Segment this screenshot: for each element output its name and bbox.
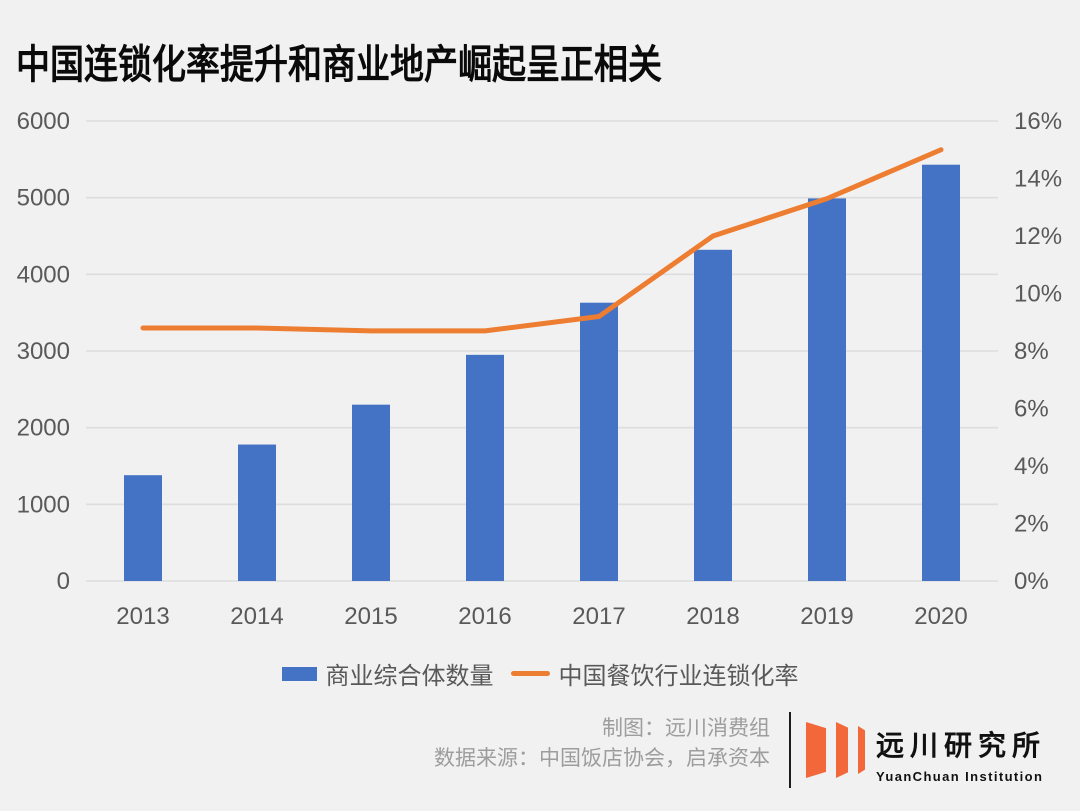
x-axis-label-2018: 2018 (686, 603, 739, 630)
credits-source: 数据来源：中国饭店协会，启承资本 (434, 747, 770, 770)
combo-chart: 0 1000 2000 3000 4000 5000 6000 0% 2% 4% 6% 8% 10% 12… (17, 108, 1062, 630)
logo-mark-icon (858, 726, 865, 774)
left-axis-tick: 3000 (17, 338, 70, 365)
right-axis-tick: 10% (1014, 281, 1062, 308)
x-axis-label-2014: 2014 (230, 603, 283, 630)
bar-2020 (922, 164, 960, 581)
yuanchuan-logo: 远川研究所 YuanChuan Institution (789, 710, 1069, 794)
legend: 商业综合体数量 中国餐饮行业连锁化率 (0, 656, 1080, 691)
left-axis-tick: 4000 (17, 261, 70, 288)
left-axis-tick: 6000 (17, 108, 70, 135)
page-title: 中国连锁化率提升和商业地产崛起呈正相关 (16, 43, 662, 87)
bar-2016 (466, 354, 504, 581)
legend-item-line-series: 中国餐饮行业连锁化率 (510, 656, 799, 691)
x-axis-label-2019: 2019 (800, 603, 853, 630)
left-axis-tick: 5000 (17, 185, 70, 212)
credits-made-by: 制图：远川消费组 (602, 717, 770, 740)
x-axis-label-2017: 2017 (572, 603, 625, 630)
chain-rate-line (140, 147, 944, 334)
right-axis-tick: 4% (1014, 453, 1049, 480)
bar-2019 (808, 198, 846, 581)
bar-2013 (124, 475, 162, 581)
legend-line-label: 中国餐饮行业连锁化率 (558, 663, 799, 690)
right-axis-tick: 2% (1014, 511, 1049, 538)
logo-divider (789, 712, 791, 788)
logo-mark-icon (806, 722, 826, 778)
yuanchuan-logo-icon (806, 722, 865, 778)
left-axis-tick: 1000 (17, 491, 70, 518)
logo-name-en: YuanChuan Institution (876, 769, 1044, 784)
right-axis-tick: 8% (1014, 338, 1049, 365)
legend-bar-label: 商业综合体数量 (325, 663, 494, 690)
right-axis-tick: 14% (1014, 166, 1062, 193)
bar-2014 (238, 444, 276, 581)
bar-2018 (694, 249, 732, 582)
left-axis-tick: 2000 (17, 415, 70, 442)
logo-name-cn: 远川研究所 (876, 730, 1047, 761)
legend-item-bar-series: 商业综合体数量 (281, 656, 494, 691)
logo-mark-icon (836, 722, 848, 778)
x-axis-label-2016: 2016 (458, 603, 511, 630)
x-axis-label-2013: 2013 (116, 603, 169, 630)
right-axis-tick: 6% (1014, 396, 1049, 423)
x-axis-label-2015: 2015 (344, 603, 397, 630)
bar-2015 (352, 404, 390, 581)
bar-2017 (580, 302, 618, 581)
logo-text: 远川研究所 YuanChuan Institution (876, 724, 1046, 784)
left-axis-tick: 0 (57, 568, 70, 595)
right-axis-tick: 12% (1014, 223, 1062, 250)
line-series-swatch-icon (510, 671, 550, 676)
right-axis-tick: 16% (1014, 108, 1062, 135)
credits: 制图：远川消费组 数据来源：中国饭店协会，启承资本 (434, 714, 770, 774)
right-axis-tick: 0% (1014, 568, 1049, 595)
x-axis-label-2020: 2020 (914, 603, 967, 630)
bar-series-swatch-icon (281, 666, 317, 681)
